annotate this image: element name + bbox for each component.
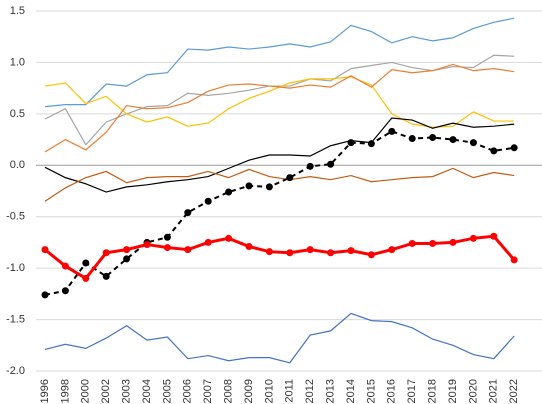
x-tick-label: 2018 [427,379,439,403]
y-tick-label: -1.0 [6,262,25,274]
x-tick-label: 2007 [202,379,214,403]
x-tick-label: 2021 [488,379,500,403]
point [408,239,416,247]
x-tick-label: 2014 [345,379,357,403]
point [61,287,69,295]
point [469,234,477,242]
y-tick-label: -0.5 [6,211,25,223]
x-tick-label: 2020 [467,379,479,403]
point [286,249,294,257]
point [327,160,335,168]
series-line [44,63,515,153]
point [163,244,171,252]
y-tick-label: -2.0 [6,365,25,377]
x-tick-label: 2004 [141,379,153,403]
y-tick-label: 1.5 [10,5,25,17]
x-tick-label: 2013 [325,379,337,403]
point [41,246,49,254]
point [286,174,294,182]
series-line [44,234,516,281]
point [327,249,335,257]
x-tick-label: 2005 [161,379,173,403]
point [82,274,90,282]
x-tick-label: 2019 [447,379,459,403]
point [306,246,314,254]
point [82,259,90,267]
point [245,243,253,251]
x-tick-label: 2015 [365,379,377,403]
point [469,139,477,147]
point [41,291,49,299]
point [449,238,457,246]
series-line [44,54,515,146]
point [123,255,131,263]
x-tick-label: 2022 [508,379,520,403]
y-tick-label: 1.0 [10,56,25,68]
x-tick-label: 2002 [100,379,112,403]
point [408,135,416,143]
x-tick-label: 2000 [80,379,92,403]
x-tick-label: 1998 [59,379,71,403]
point [225,234,233,242]
point [123,246,131,254]
point [347,247,355,255]
point [490,232,498,240]
point [163,233,171,241]
series-line [44,312,515,364]
point [490,147,498,155]
point [245,182,253,190]
y-tick-label: 0.5 [10,108,25,120]
x-tick-label: 2006 [182,379,194,403]
x-tick-label: 2012 [304,379,316,403]
point [306,162,314,170]
series-line [44,130,515,296]
x-tick-label: 1996 [39,379,51,403]
point [388,246,396,254]
y-tick-label: 0.0 [10,159,25,171]
x-tick-label: 2010 [263,379,275,403]
point [388,127,396,135]
x-tick-label: 2009 [243,379,255,403]
point [204,238,212,246]
point [510,256,518,264]
point [510,144,518,152]
series-line [44,17,515,108]
point [225,188,233,196]
point [449,136,457,144]
point [143,240,151,248]
point [102,272,110,280]
point [429,134,437,142]
point [184,246,192,254]
point [347,139,355,147]
x-tick-label: 2003 [121,379,133,403]
x-tick-label: 2016 [386,379,398,403]
x-tick-label: 2008 [223,379,235,403]
point [429,239,437,247]
point [61,262,69,270]
x-tick-label: 2011 [284,379,296,403]
series-line [44,117,515,193]
point [367,251,375,259]
point [265,248,273,256]
point [102,249,110,257]
series-line [44,167,515,202]
point [204,197,212,205]
x-tick-label: 2017 [406,379,418,403]
point [265,183,273,191]
point [367,140,375,148]
y-tick-label: -1.5 [6,313,25,325]
point [184,209,192,217]
